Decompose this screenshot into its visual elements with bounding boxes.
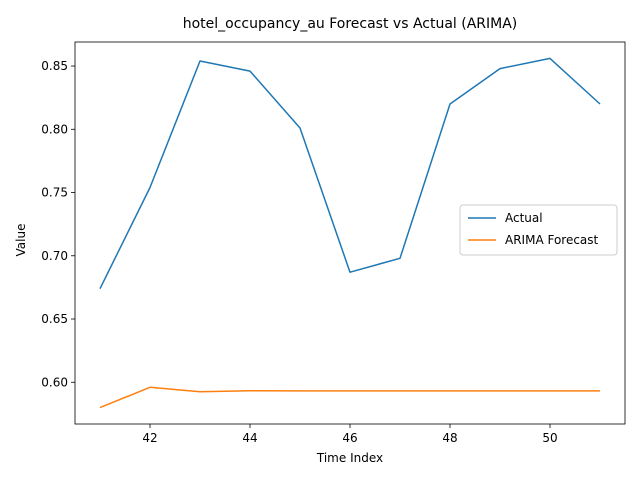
y-axis: 0.60 0.65 0.70 0.75 0.80 0.85	[41, 59, 75, 389]
series-line-actual	[99, 57, 601, 290]
series-layer	[99, 57, 601, 409]
legend-label: Actual	[505, 211, 543, 225]
x-tick-label: 44	[242, 431, 257, 445]
x-tick-label: 50	[542, 431, 557, 445]
y-tick-label: 0.70	[41, 249, 68, 263]
legend-box	[459, 204, 618, 256]
x-tick-label: 42	[142, 431, 157, 445]
chart-title: hotel_occupancy_au Forecast vs Actual (A…	[183, 16, 518, 32]
x-axis-label: Time Index	[316, 451, 383, 465]
x-tick-label: 48	[442, 431, 457, 445]
y-tick-label: 0.65	[41, 312, 68, 326]
y-tick-label: 0.75	[41, 186, 68, 200]
series-line-arima-forecast	[99, 386, 600, 409]
legend-label: ARIMA Forecast	[505, 233, 599, 247]
y-tick-label: 0.60	[41, 375, 68, 389]
y-tick-label: 0.85	[41, 59, 68, 73]
plot-frame	[74, 41, 626, 425]
y-tick-label: 0.80	[41, 122, 68, 136]
legend: Actual ARIMA Forecast	[459, 204, 618, 256]
x-axis: 42 44 46 48 50	[142, 424, 558, 445]
y-axis-label: Value	[14, 224, 28, 257]
x-tick-label: 46	[342, 431, 357, 445]
